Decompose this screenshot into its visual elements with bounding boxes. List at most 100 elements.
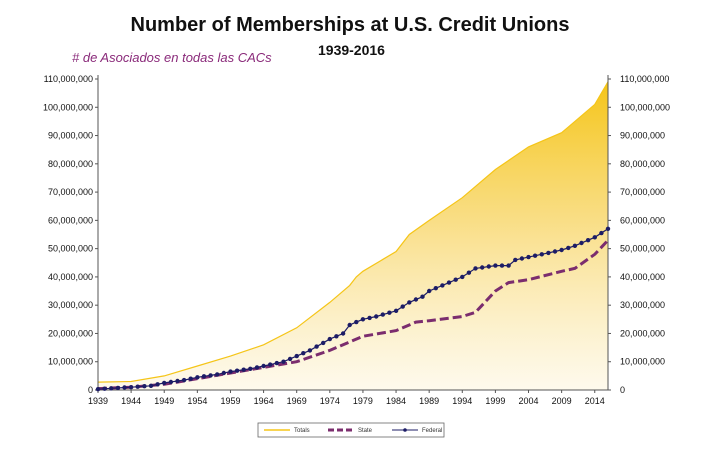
federal-point [493, 263, 498, 268]
legend-marker-federal [403, 428, 407, 432]
federal-point [427, 288, 432, 294]
series-state-line [97, 239, 610, 391]
series-totals-area [98, 81, 608, 391]
federal-point [201, 374, 207, 379]
x-tick-label: 1964 [254, 396, 274, 406]
x-tick-label: 2014 [585, 396, 605, 406]
federal-point [605, 226, 611, 231]
federal-point [102, 386, 107, 391]
federal-point [287, 356, 293, 362]
federal-point [347, 322, 352, 328]
y-tick-label-right: 100,000,000 [620, 102, 670, 112]
y-tick-label-left: 60,000,000 [48, 215, 93, 225]
x-tick-label: 1999 [485, 396, 505, 406]
federal-point [420, 294, 425, 299]
federal-point [367, 315, 372, 321]
y-tick-label-right: 10,000,000 [620, 357, 665, 367]
federal-point [592, 235, 597, 240]
federal-point [354, 319, 359, 325]
federal-point [579, 240, 584, 246]
federal-point [241, 367, 246, 372]
federal-point [188, 376, 193, 381]
federal-point [552, 249, 558, 254]
federal-point [268, 362, 273, 367]
y-tick-label-right: 110,000,000 [620, 74, 669, 84]
federal-point [254, 365, 260, 370]
federal-point [559, 247, 564, 253]
federal-point [433, 286, 438, 291]
x-tick-label: 1959 [220, 396, 240, 406]
federal-point [486, 264, 491, 269]
federal-point [526, 254, 531, 260]
y-tick-label-right: 20,000,000 [620, 328, 665, 338]
federal-point [115, 385, 121, 391]
federal-point [314, 344, 319, 349]
y-tick-label-right: 60,000,000 [620, 215, 665, 225]
federal-point [453, 277, 458, 282]
y-tick-label-right: 40,000,000 [620, 272, 665, 282]
federal-point [234, 368, 240, 373]
federal-point [572, 243, 578, 248]
federal-point [360, 317, 366, 322]
federal-point [294, 353, 299, 359]
y-tick-label-left: 10,000,000 [48, 357, 93, 367]
x-tick-label: 1954 [187, 396, 207, 406]
y-tick-label-left: 30,000,000 [48, 300, 93, 310]
federal-point [321, 340, 326, 346]
federal-point [175, 378, 180, 384]
legend-label: Totals [294, 428, 310, 434]
legend-label: State [358, 428, 373, 434]
y-tick-label-left: 110,000,000 [44, 74, 93, 84]
federal-point [135, 384, 140, 389]
y-tick-label-left: 40,000,000 [48, 272, 93, 282]
federal-point [513, 257, 518, 263]
x-tick-label: 1969 [287, 396, 307, 406]
legend: Totals State Federal [257, 422, 445, 438]
federal-point [128, 385, 134, 390]
series-federal-line [97, 228, 609, 390]
y-tick-label-right: 90,000,000 [620, 131, 665, 141]
federal-point [506, 263, 511, 268]
series-totals-line [97, 81, 609, 383]
federal-point [413, 297, 419, 302]
federal-point [327, 336, 332, 342]
federal-point [162, 380, 167, 386]
federal-point [208, 373, 213, 378]
federal-point [460, 274, 465, 280]
federal-point [407, 300, 412, 305]
federal-point [181, 377, 187, 383]
federal-point [248, 366, 253, 371]
x-tick-label: 1939 [88, 396, 108, 406]
federal-point [380, 312, 385, 317]
y-tick-label-left: 50,000,000 [48, 244, 93, 254]
federal-point [532, 253, 538, 258]
y-tick-label-left: 20,000,000 [48, 328, 93, 338]
federal-point [374, 314, 379, 319]
federal-point [261, 363, 266, 369]
federal-point [340, 331, 346, 336]
federal-point [274, 360, 279, 366]
federal-point [473, 266, 478, 271]
federal-point [519, 256, 525, 261]
federal-point [387, 310, 392, 315]
federal-point [168, 379, 174, 385]
federal-point [228, 369, 233, 374]
federal-point [480, 265, 485, 270]
federal-point [539, 252, 544, 257]
federal-point [585, 238, 591, 243]
y-tick-label-right: 80,000,000 [620, 159, 665, 169]
federal-point [546, 250, 551, 256]
federal-point [400, 304, 405, 309]
chart-subtitle: 1939-2016 [318, 42, 385, 58]
federal-point [122, 385, 127, 390]
federal-point [142, 384, 147, 389]
x-tick-label: 1944 [121, 396, 141, 406]
chart-annotation: # de Asociados en todas las CACs [72, 50, 272, 65]
x-tick-label: 1984 [386, 396, 406, 406]
federal-point [446, 280, 452, 285]
federal-point [148, 383, 154, 388]
federal-point [440, 283, 445, 288]
federal-point [95, 387, 101, 392]
y-tick-label-right: 50,000,000 [620, 244, 665, 254]
